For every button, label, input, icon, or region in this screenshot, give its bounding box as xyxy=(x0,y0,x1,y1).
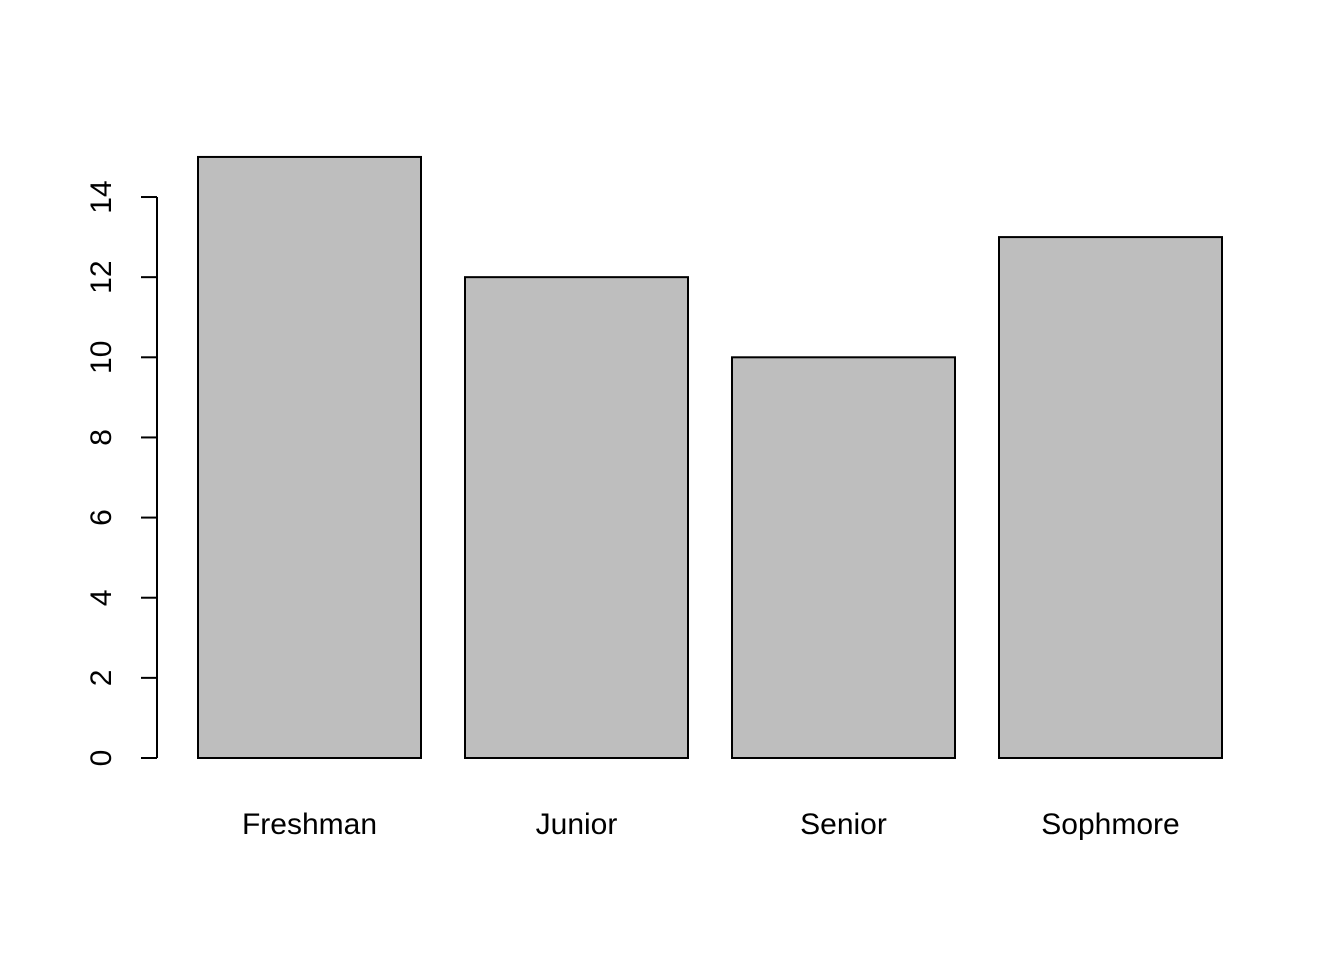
bar-freshman xyxy=(197,155,422,759)
y-tick-label: 6 xyxy=(85,509,118,526)
x-tick-label: Senior xyxy=(800,808,887,841)
x-axis-labels: Freshman Junior Senior Sophmore xyxy=(242,808,1180,841)
y-tick-label: 10 xyxy=(85,341,118,374)
x-tick-label: Sophmore xyxy=(1041,808,1179,841)
x-tick-label: Freshman xyxy=(242,808,377,841)
bar-junior xyxy=(464,276,689,759)
bar-sophmore xyxy=(998,236,1223,759)
y-tick-label: 0 xyxy=(85,750,118,767)
x-tick-label: Junior xyxy=(536,808,618,841)
bar-senior xyxy=(731,356,956,759)
y-tick-label: 4 xyxy=(85,589,118,606)
y-tick-label: 2 xyxy=(85,670,118,687)
bars-group xyxy=(197,155,1223,759)
y-tick-label: 14 xyxy=(85,180,118,213)
y-tick-label: 12 xyxy=(85,260,118,293)
y-axis: 0 2 4 6 8 10 12 14 xyxy=(85,180,158,767)
y-tick-label: 8 xyxy=(85,429,118,446)
